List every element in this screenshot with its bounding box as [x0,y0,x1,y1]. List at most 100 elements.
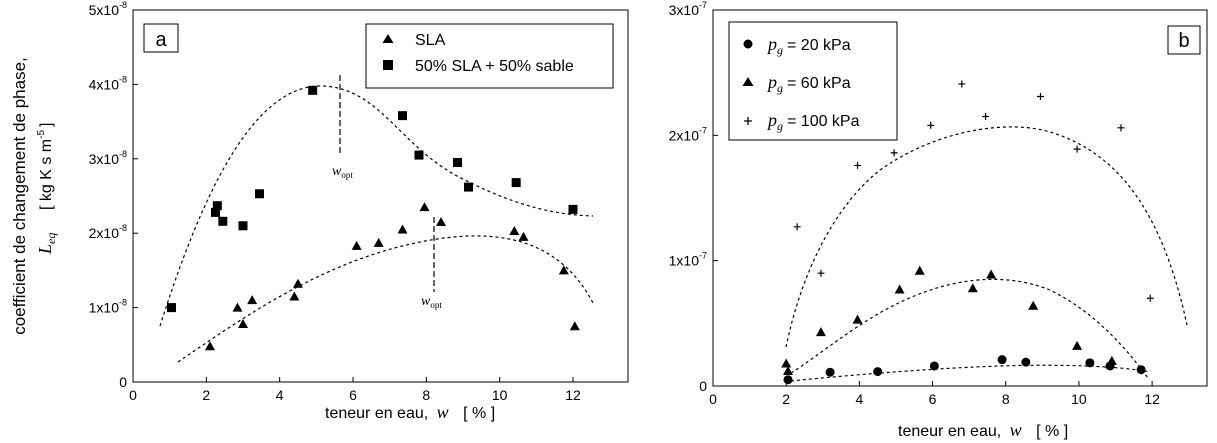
x-axis-title-b: teneur en eau, w [ % ] [898,420,1068,440]
legend-marker-100kpa [744,117,752,125]
x-tick-label: 6 [929,391,937,407]
point-a-s0-5 [293,278,303,288]
y-tick-label: 3x10-7 [669,0,707,18]
point-b-s2-5 [958,80,966,88]
y-ticks-a: 0 1x10-8 2x10-8 3x10-8 4x10-8 5x10-8 [89,0,138,390]
point-b-s0-3 [929,361,939,371]
point-a-s1-2 [212,201,222,211]
legend-box-b [728,21,898,141]
point-b-s2-6 [982,113,990,121]
x-tick-label: 12 [1144,391,1160,407]
data-points-b [781,80,1154,385]
point-a-s0-14 [569,321,580,331]
point-b-s2-1 [817,269,825,277]
point-b-s0-5 [1021,357,1031,367]
point-b-s2-10 [1146,294,1154,302]
x-tick-label: 8 [422,387,430,403]
point-a-s0-0 [205,341,215,351]
x-tick-label: 10 [1071,391,1087,407]
point-b-s0-6 [1085,358,1095,368]
point-a-s1-6 [308,85,318,95]
point-a-s1-3 [218,216,228,226]
x-tick-label: 0 [709,391,717,407]
data-points-a [167,85,580,351]
x-tick-label: 2 [782,391,790,407]
point-a-s1-7 [398,111,407,121]
x-ticks-b: 0 2 4 6 8 10 12 [709,381,1160,407]
fit-curve-20kpa [790,364,1151,382]
y-tick-label: 1x10-8 [89,298,127,316]
fit-curves-b [785,126,1188,382]
point-a-s0-13 [558,265,569,275]
x-tick-label: 0 [129,387,137,403]
x-ticks-a: 0 2 4 6 8 10 12 [129,377,581,403]
point-b-s1-11 [1106,355,1117,365]
point-a-s0-10 [436,217,446,227]
x-tick-label: 10 [492,387,508,403]
point-b-s2-8 [1073,145,1081,153]
point-b-s1-4 [894,284,905,294]
point-b-s2-9 [1117,124,1125,132]
fit-curve-60kpa [790,278,1149,379]
point-a-s1-9 [453,158,462,168]
point-b-s2-2 [854,161,862,169]
wopt-label-1: wopt [332,164,353,180]
y-axis-title-symbol: Leq [35,233,58,255]
point-b-s1-2 [815,327,826,337]
panel-label-box-a [143,23,179,53]
point-a-s0-2 [238,318,248,328]
point-b-s1-0 [781,358,792,368]
panel-label-box-b [1167,25,1201,55]
point-a-s1-0 [167,303,176,313]
x-tick-label: 6 [349,387,357,403]
x-axis-title-a: teneur en eau, w [ % ] [325,402,495,422]
y-ticks-b: 0 1x10-7 2x10-7 3x10-7 [669,0,718,394]
point-b-s1-9 [1072,340,1083,350]
legend-label-sla: SLA [415,32,446,49]
legend-b: pg = 20 kPa pg = 60 kPa pg = 100 kPa [728,21,898,141]
y-axis-title-line1: coefficient de changement de phase, [10,57,29,335]
x-tick-label: 4 [276,387,284,403]
point-a-s1-1 [211,207,220,217]
legend-label-100kpa: pg = 100 kPa [766,110,860,133]
wopt-label-2: wopt [421,294,442,310]
point-a-s0-9 [419,202,430,212]
y-tick-label: 4x10-8 [89,74,127,92]
x-tick-label: 4 [855,391,863,407]
panel-label-a: a [155,29,167,51]
point-b-s0-8 [1136,365,1146,375]
y-tick-label: 2x10-8 [89,223,127,241]
y-tick-label: 0 [699,378,707,394]
point-b-s1-5 [914,265,925,275]
chart-b: 0 1x10-7 2x10-7 3x10-7 0 2 4 6 8 10 12 b pg = 20 k… [669,0,1208,440]
fit-curve-100kpa [785,126,1188,348]
legend-a: SLA 50% SLA + 50% sable [365,23,614,89]
point-b-s2-0 [793,223,801,231]
legend-label-20kpa: pg = 20 kPa [766,34,851,57]
y-tick-label: 1x10-7 [669,251,707,269]
point-a-s1-8 [414,150,424,160]
point-b-s2-4 [927,121,935,129]
x-tick-label: 12 [565,387,581,403]
point-b-s0-4 [997,355,1007,365]
point-b-s1-8 [1028,300,1039,310]
legend-box-a [365,23,614,89]
point-b-s1-6 [967,283,978,293]
point-b-s2-7 [1037,92,1044,100]
legend-marker-sand [383,60,393,70]
point-b-s0-2 [873,367,883,377]
point-b-s0-1 [825,367,835,377]
y-tick-label: 5x10-8 [89,0,127,18]
fit-curve-sla [177,235,594,363]
point-a-s1-5 [255,189,264,199]
legend-marker-20kpa [743,39,753,49]
plot-frame-b [712,9,1208,387]
legend-label-sand: 50% SLA + 50% sable [415,58,574,75]
legend-marker-60kpa [742,77,754,86]
point-a-s0-4 [289,291,300,301]
point-a-s0-7 [373,237,384,247]
point-a-s1-4 [238,221,248,231]
fit-curves-a [159,85,594,363]
point-a-s0-8 [397,224,408,234]
